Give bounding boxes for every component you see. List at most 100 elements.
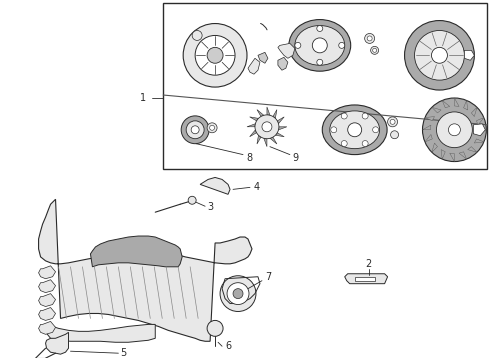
Circle shape: [262, 122, 272, 132]
Circle shape: [362, 140, 368, 147]
Circle shape: [372, 48, 377, 52]
Polygon shape: [277, 117, 284, 124]
Polygon shape: [278, 127, 287, 130]
Text: 2: 2: [366, 259, 372, 269]
Polygon shape: [465, 50, 474, 60]
Circle shape: [255, 115, 279, 139]
Circle shape: [432, 48, 447, 63]
Circle shape: [186, 121, 204, 139]
Circle shape: [181, 116, 209, 144]
Polygon shape: [450, 153, 454, 162]
Polygon shape: [267, 107, 270, 115]
Circle shape: [372, 127, 379, 133]
Polygon shape: [345, 274, 388, 284]
Circle shape: [220, 276, 256, 311]
Polygon shape: [441, 150, 445, 159]
Polygon shape: [459, 152, 466, 159]
Circle shape: [390, 120, 395, 124]
Circle shape: [391, 131, 398, 139]
Polygon shape: [248, 58, 260, 74]
Polygon shape: [476, 118, 484, 125]
Circle shape: [207, 320, 223, 336]
Circle shape: [370, 46, 379, 54]
Polygon shape: [467, 147, 477, 152]
Text: 6: 6: [225, 341, 231, 351]
Polygon shape: [39, 307, 55, 320]
Ellipse shape: [295, 26, 345, 65]
Polygon shape: [247, 124, 255, 127]
Circle shape: [210, 125, 215, 130]
Polygon shape: [258, 52, 268, 63]
Polygon shape: [46, 332, 69, 354]
Text: 7: 7: [265, 272, 271, 282]
Polygon shape: [278, 57, 288, 70]
Polygon shape: [425, 117, 435, 121]
Text: 5: 5: [120, 348, 126, 358]
Polygon shape: [91, 236, 182, 267]
Circle shape: [295, 42, 301, 48]
Circle shape: [331, 127, 337, 133]
Circle shape: [317, 26, 323, 31]
Text: 4: 4: [254, 183, 260, 192]
Circle shape: [365, 33, 375, 44]
Circle shape: [192, 31, 202, 40]
Circle shape: [207, 123, 217, 133]
Text: 9: 9: [293, 153, 299, 163]
Polygon shape: [425, 134, 432, 142]
Polygon shape: [273, 109, 277, 118]
Ellipse shape: [312, 38, 327, 53]
Polygon shape: [39, 199, 252, 341]
Ellipse shape: [348, 123, 362, 137]
Circle shape: [188, 196, 196, 204]
Ellipse shape: [322, 105, 387, 154]
Circle shape: [339, 42, 345, 48]
Polygon shape: [250, 117, 259, 121]
Polygon shape: [454, 98, 459, 107]
Circle shape: [227, 283, 249, 305]
Polygon shape: [264, 138, 267, 147]
Polygon shape: [474, 139, 484, 143]
Circle shape: [362, 113, 368, 119]
Circle shape: [183, 23, 247, 87]
Polygon shape: [432, 143, 438, 152]
Polygon shape: [473, 124, 485, 136]
Circle shape: [341, 113, 347, 119]
Polygon shape: [39, 294, 55, 306]
Circle shape: [388, 117, 397, 127]
Circle shape: [448, 124, 461, 136]
Polygon shape: [432, 107, 441, 113]
Circle shape: [341, 140, 347, 147]
Polygon shape: [442, 100, 450, 108]
Ellipse shape: [330, 111, 380, 149]
Bar: [163, 3, 488, 170]
Polygon shape: [270, 137, 277, 144]
Ellipse shape: [289, 19, 351, 71]
Circle shape: [317, 59, 323, 65]
Bar: [355, 277, 375, 281]
Polygon shape: [39, 280, 55, 293]
Circle shape: [405, 21, 474, 90]
Polygon shape: [257, 135, 261, 144]
Polygon shape: [257, 109, 264, 117]
Polygon shape: [250, 130, 257, 137]
Circle shape: [437, 112, 472, 148]
Circle shape: [195, 35, 235, 75]
Polygon shape: [275, 133, 284, 137]
Polygon shape: [478, 130, 486, 134]
Polygon shape: [39, 266, 55, 279]
Polygon shape: [39, 321, 55, 334]
Polygon shape: [278, 44, 295, 58]
Circle shape: [415, 31, 465, 80]
Polygon shape: [471, 107, 477, 117]
Text: 8: 8: [246, 153, 252, 163]
Text: 1: 1: [140, 93, 147, 103]
Circle shape: [367, 36, 372, 41]
Circle shape: [191, 126, 199, 134]
Polygon shape: [200, 177, 230, 194]
Circle shape: [233, 289, 243, 298]
Polygon shape: [46, 323, 155, 342]
Polygon shape: [464, 100, 467, 110]
Text: 3: 3: [207, 202, 213, 212]
Circle shape: [207, 48, 223, 63]
Circle shape: [422, 98, 486, 162]
